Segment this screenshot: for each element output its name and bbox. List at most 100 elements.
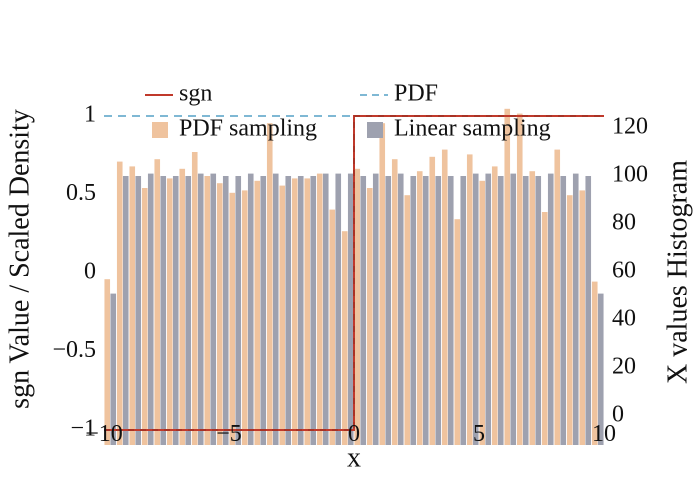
linear-sampling-bar xyxy=(347,173,354,445)
linear-sampling-bar xyxy=(472,173,479,445)
right-y-tick-label: 20 xyxy=(612,354,636,380)
pdf-sampling-bar xyxy=(304,178,311,445)
linear-sampling-bar xyxy=(335,173,342,445)
pdf-sampling-bar xyxy=(104,279,111,445)
linear-sampling-bar xyxy=(210,173,217,445)
pdf-sampling-bar xyxy=(191,152,198,445)
linear-sampling-bar xyxy=(297,176,304,445)
pdf-sampling-bar xyxy=(466,154,473,445)
right-y-tick-label: 120 xyxy=(612,114,648,140)
linear-sampling-bar xyxy=(147,173,154,445)
linear-sampling-bar xyxy=(497,176,504,445)
linear-sampling-bar xyxy=(385,176,392,445)
pdf-sampling-bar xyxy=(291,178,298,445)
left-y-tick-label: 0 xyxy=(84,259,96,285)
linear-sampling-bar xyxy=(560,176,567,445)
pdf-sampling-bar xyxy=(454,219,461,445)
pdf-sampling-bar xyxy=(554,149,561,445)
linear-sampling-bar xyxy=(135,176,142,445)
pdf-sampling-bar xyxy=(429,156,436,446)
pdf-sampling-bar xyxy=(241,190,248,445)
linear-sampling-bar xyxy=(547,173,554,445)
linear-sampling-bar xyxy=(285,176,292,445)
legend-swatch-linear-sampling xyxy=(367,122,383,138)
linear-sampling-bar xyxy=(247,173,254,445)
pdf-sampling-bar xyxy=(329,209,336,445)
pdf-sampling-bar xyxy=(204,176,211,445)
linear-sampling-bar xyxy=(322,173,329,445)
linear-sampling-bar xyxy=(185,176,192,445)
histogram-bars xyxy=(104,108,604,446)
linear-sampling-bar xyxy=(510,173,517,445)
pdf-sampling-bar xyxy=(416,171,423,445)
pdf-sampling-bar xyxy=(154,159,161,445)
series-lines xyxy=(104,115,604,431)
pdf-sampling-bar xyxy=(591,281,598,445)
pdf-sampling-bar xyxy=(229,192,236,445)
linear-sampling-bar xyxy=(447,176,454,445)
left-y-axis-title: sgn Value / Scaled Density xyxy=(4,109,35,409)
left-y-tick-label: −0.5 xyxy=(52,337,96,363)
legend-label-sgn: sgn xyxy=(179,81,212,107)
pdf-sampling-bar xyxy=(541,212,548,445)
linear-sampling-bar xyxy=(585,176,592,445)
pdf-sampling-bar xyxy=(391,159,398,445)
pdf-sampling-bar xyxy=(254,180,261,446)
linear-sampling-bar xyxy=(310,176,317,445)
pdf-sampling-bar xyxy=(404,195,411,445)
legend: sgn PDF PDF sampling Linear sampling xyxy=(145,81,551,142)
x-tick-label: 10 xyxy=(592,421,616,447)
legend-swatch-pdf-sampling xyxy=(152,122,168,138)
pdf-sampling-bar xyxy=(116,161,123,445)
right-y-tick-label: 60 xyxy=(612,258,636,284)
pdf-sampling-bar xyxy=(529,171,536,445)
right-y-axis-title: X values Histogram xyxy=(662,160,693,384)
pdf-sampling-bar xyxy=(166,178,173,445)
pdf-sampling-bar xyxy=(379,123,386,445)
right-y-tick-label: 100 xyxy=(612,162,648,188)
x-tick-label: −10 xyxy=(85,421,123,447)
pdf-sampling-bar xyxy=(491,166,498,445)
pdf-sampling-bar xyxy=(479,180,486,446)
left-y-tick-label: 1 xyxy=(84,102,96,128)
left-y-tick-label: 0.5 xyxy=(66,180,96,206)
pdf-sampling-bar xyxy=(354,168,361,446)
pdf-sampling-bar xyxy=(441,149,448,445)
legend-label-linear-sampling: Linear sampling xyxy=(394,116,551,142)
x-tick-label: −5 xyxy=(216,421,242,447)
linear-sampling-bar xyxy=(235,176,242,445)
linear-sampling-bar xyxy=(160,176,167,445)
pdf-sampling-bar xyxy=(216,183,223,445)
linear-sampling-bar xyxy=(422,176,429,445)
linear-sampling-bar xyxy=(222,176,229,445)
linear-sampling-bar xyxy=(522,176,529,445)
pdf-sampling-bar xyxy=(341,231,348,445)
x-tick-label: 5 xyxy=(473,421,485,447)
pdf-sampling-bar xyxy=(516,113,523,445)
linear-sampling-bar xyxy=(535,176,542,445)
linear-sampling-bar xyxy=(272,173,279,445)
linear-sampling-bar xyxy=(197,173,204,445)
linear-sampling-bar xyxy=(172,176,179,445)
legend-label-pdf: PDF xyxy=(394,81,438,107)
pdf-sampling-bar xyxy=(141,188,148,445)
left-y-tick-label: −1 xyxy=(70,416,96,442)
legend-label-pdf-sampling: PDF sampling xyxy=(179,116,317,142)
linear-sampling-bar xyxy=(372,173,379,445)
linear-sampling-bar xyxy=(260,176,267,445)
linear-sampling-bar xyxy=(572,173,579,445)
pdf-sampling-bar xyxy=(179,168,186,446)
right-y-tick-label: 80 xyxy=(612,210,636,236)
sgn-line-dash-overlay xyxy=(104,115,604,431)
right-y-tick-label: 40 xyxy=(612,306,636,332)
pdf-sampling-bar xyxy=(566,195,573,445)
linear-sampling-bar xyxy=(485,173,492,445)
pdf-sampling-bar xyxy=(279,185,286,445)
pdf-sampling-bar xyxy=(366,188,373,445)
pdf-sampling-bar xyxy=(316,173,323,445)
pdf-sampling-bar xyxy=(129,166,136,445)
linear-sampling-bar xyxy=(397,173,404,445)
